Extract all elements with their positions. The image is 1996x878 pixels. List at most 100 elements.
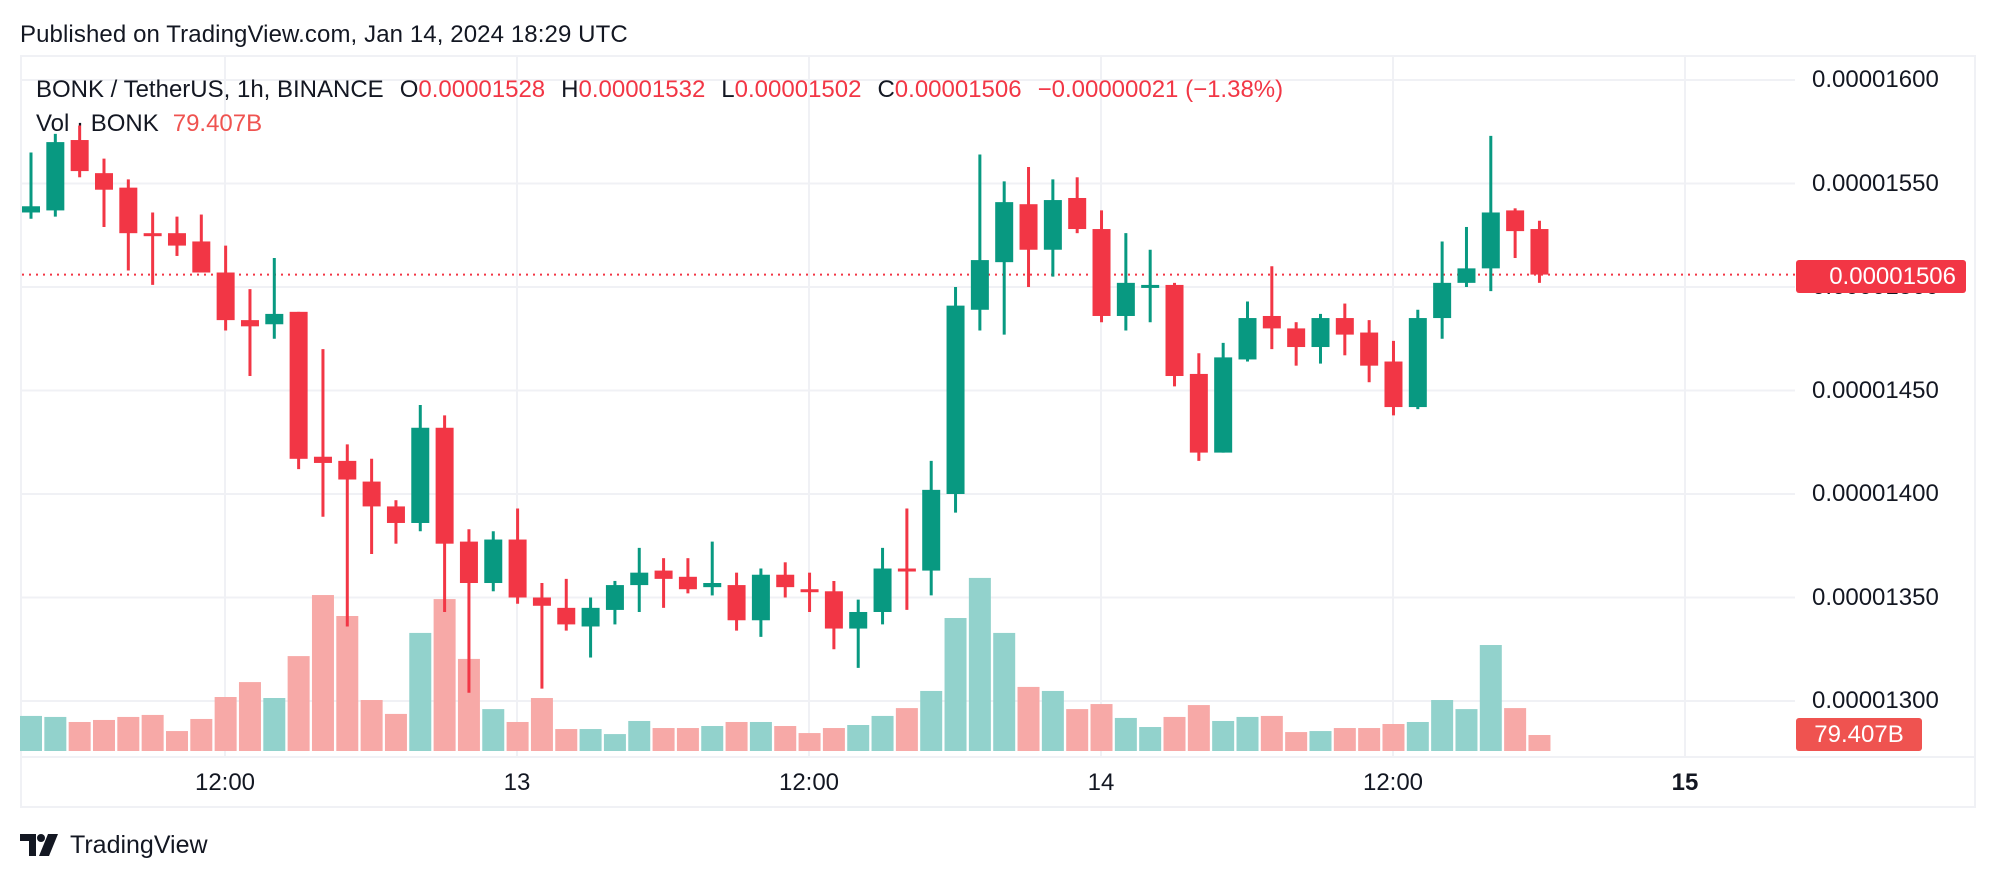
volume-bar [68, 721, 91, 751]
volume-bar [968, 577, 991, 751]
candle-up [1433, 282, 1452, 319]
candle-up [1311, 318, 1330, 348]
candle-up [411, 427, 430, 523]
volume-bar [1309, 731, 1332, 751]
low-label: L [721, 76, 735, 103]
candle-up [1457, 268, 1476, 283]
candle-up [1238, 318, 1257, 360]
volume-bar [1187, 705, 1210, 751]
price-tick-label: 0.00001400 [1812, 480, 1939, 507]
price-tick-label: 0.00001350 [1812, 583, 1939, 611]
candle-down [776, 574, 795, 588]
volume-bar [530, 698, 553, 751]
candle-down [727, 585, 746, 621]
volume-bar [1528, 735, 1551, 751]
candle-down [1092, 229, 1111, 316]
volume-bar [1212, 720, 1235, 751]
candle-down [1165, 284, 1184, 377]
close-label: C [877, 76, 895, 103]
volume-bar [20, 715, 42, 751]
candle-up [751, 574, 770, 621]
volume-bar [384, 713, 407, 751]
tradingview-logo-icon [20, 834, 58, 856]
candle-up [581, 607, 600, 627]
volume-bar [287, 656, 310, 751]
price-tick-label: 0.00001600 [1812, 66, 1939, 93]
volume-bar [774, 726, 797, 751]
candle-down [1384, 361, 1403, 408]
candle-down [192, 241, 211, 273]
volume-bar [652, 728, 675, 751]
candle-down [289, 311, 308, 459]
volume-bar [1358, 728, 1381, 751]
candle-up [484, 539, 503, 584]
volume-badge: 79.407B [1796, 718, 1922, 751]
volume-bar [214, 696, 237, 751]
candle-up [970, 260, 989, 310]
volume-bar [895, 708, 918, 751]
volume-bar [1285, 732, 1308, 751]
volume-bar [701, 726, 724, 751]
candle-up [1141, 284, 1160, 288]
candle-down [240, 320, 259, 327]
candle-down [338, 460, 357, 480]
candle-up [1481, 212, 1500, 269]
volume-bar [1114, 717, 1137, 751]
candle-up [1214, 357, 1233, 453]
volume-bar [1163, 716, 1186, 751]
candle-up [703, 583, 722, 588]
volume-bar [409, 632, 432, 751]
time-tick-label: 15 [1671, 769, 1699, 796]
candle-down [1360, 332, 1379, 366]
volume-bar [749, 721, 772, 751]
candle-down [1530, 229, 1549, 275]
open-label: O [399, 76, 419, 103]
ohlc-legend: BONK / TetherUS, 1h, BINANCE O0.00001528 H… [36, 76, 1299, 104]
candle-up [1043, 200, 1062, 250]
high-label: H [561, 76, 579, 103]
tradingview-footer[interactable]: TradingView [20, 830, 208, 860]
volume-bar [725, 721, 748, 751]
volume-label: Vol · BONK [36, 110, 159, 137]
price-tick-label: 0.00001550 [1812, 169, 1939, 197]
candle-down [362, 481, 381, 507]
volume-bar [1017, 686, 1040, 751]
time-tick-label: 12:00 [1362, 769, 1424, 796]
volume-bar [798, 733, 821, 751]
volume-bar [238, 682, 261, 751]
candle-down [1019, 204, 1038, 250]
volume-bar [944, 618, 967, 751]
candle-down [1335, 318, 1354, 335]
time-tick-label: 12:00 [194, 769, 256, 796]
volume-bar [676, 728, 699, 751]
volume-bar [628, 720, 651, 751]
candle-down [800, 589, 819, 593]
volume-bar [1382, 723, 1405, 751]
volume-bar [920, 690, 943, 751]
candle-up [22, 206, 40, 213]
price-tick-label: 0.00001450 [1812, 376, 1939, 404]
volume-bar [1139, 727, 1162, 751]
volume-bar [993, 632, 1016, 751]
candle-down [508, 539, 527, 598]
candle-up [849, 611, 868, 629]
published-caption: Published on TradingView.com, Jan 14, 20… [20, 21, 628, 48]
candle-up [1116, 282, 1135, 316]
volume-bar [1406, 721, 1429, 751]
volume-bar [506, 721, 529, 751]
time-tick-label: 12:00 [778, 769, 840, 796]
candle-down [1262, 315, 1281, 329]
volume-bar [1090, 704, 1113, 751]
candle-up [605, 585, 624, 610]
candle-up [922, 489, 941, 571]
candle-down [386, 506, 405, 523]
candle-down [459, 541, 478, 584]
open-value: 0.00001528 [418, 76, 546, 103]
volume-bar [871, 715, 894, 751]
close-value: 0.00001506 [894, 76, 1022, 103]
candle-down [167, 233, 186, 246]
candle-down [897, 568, 916, 572]
candle-up [1408, 318, 1427, 408]
candle-down [654, 570, 673, 579]
